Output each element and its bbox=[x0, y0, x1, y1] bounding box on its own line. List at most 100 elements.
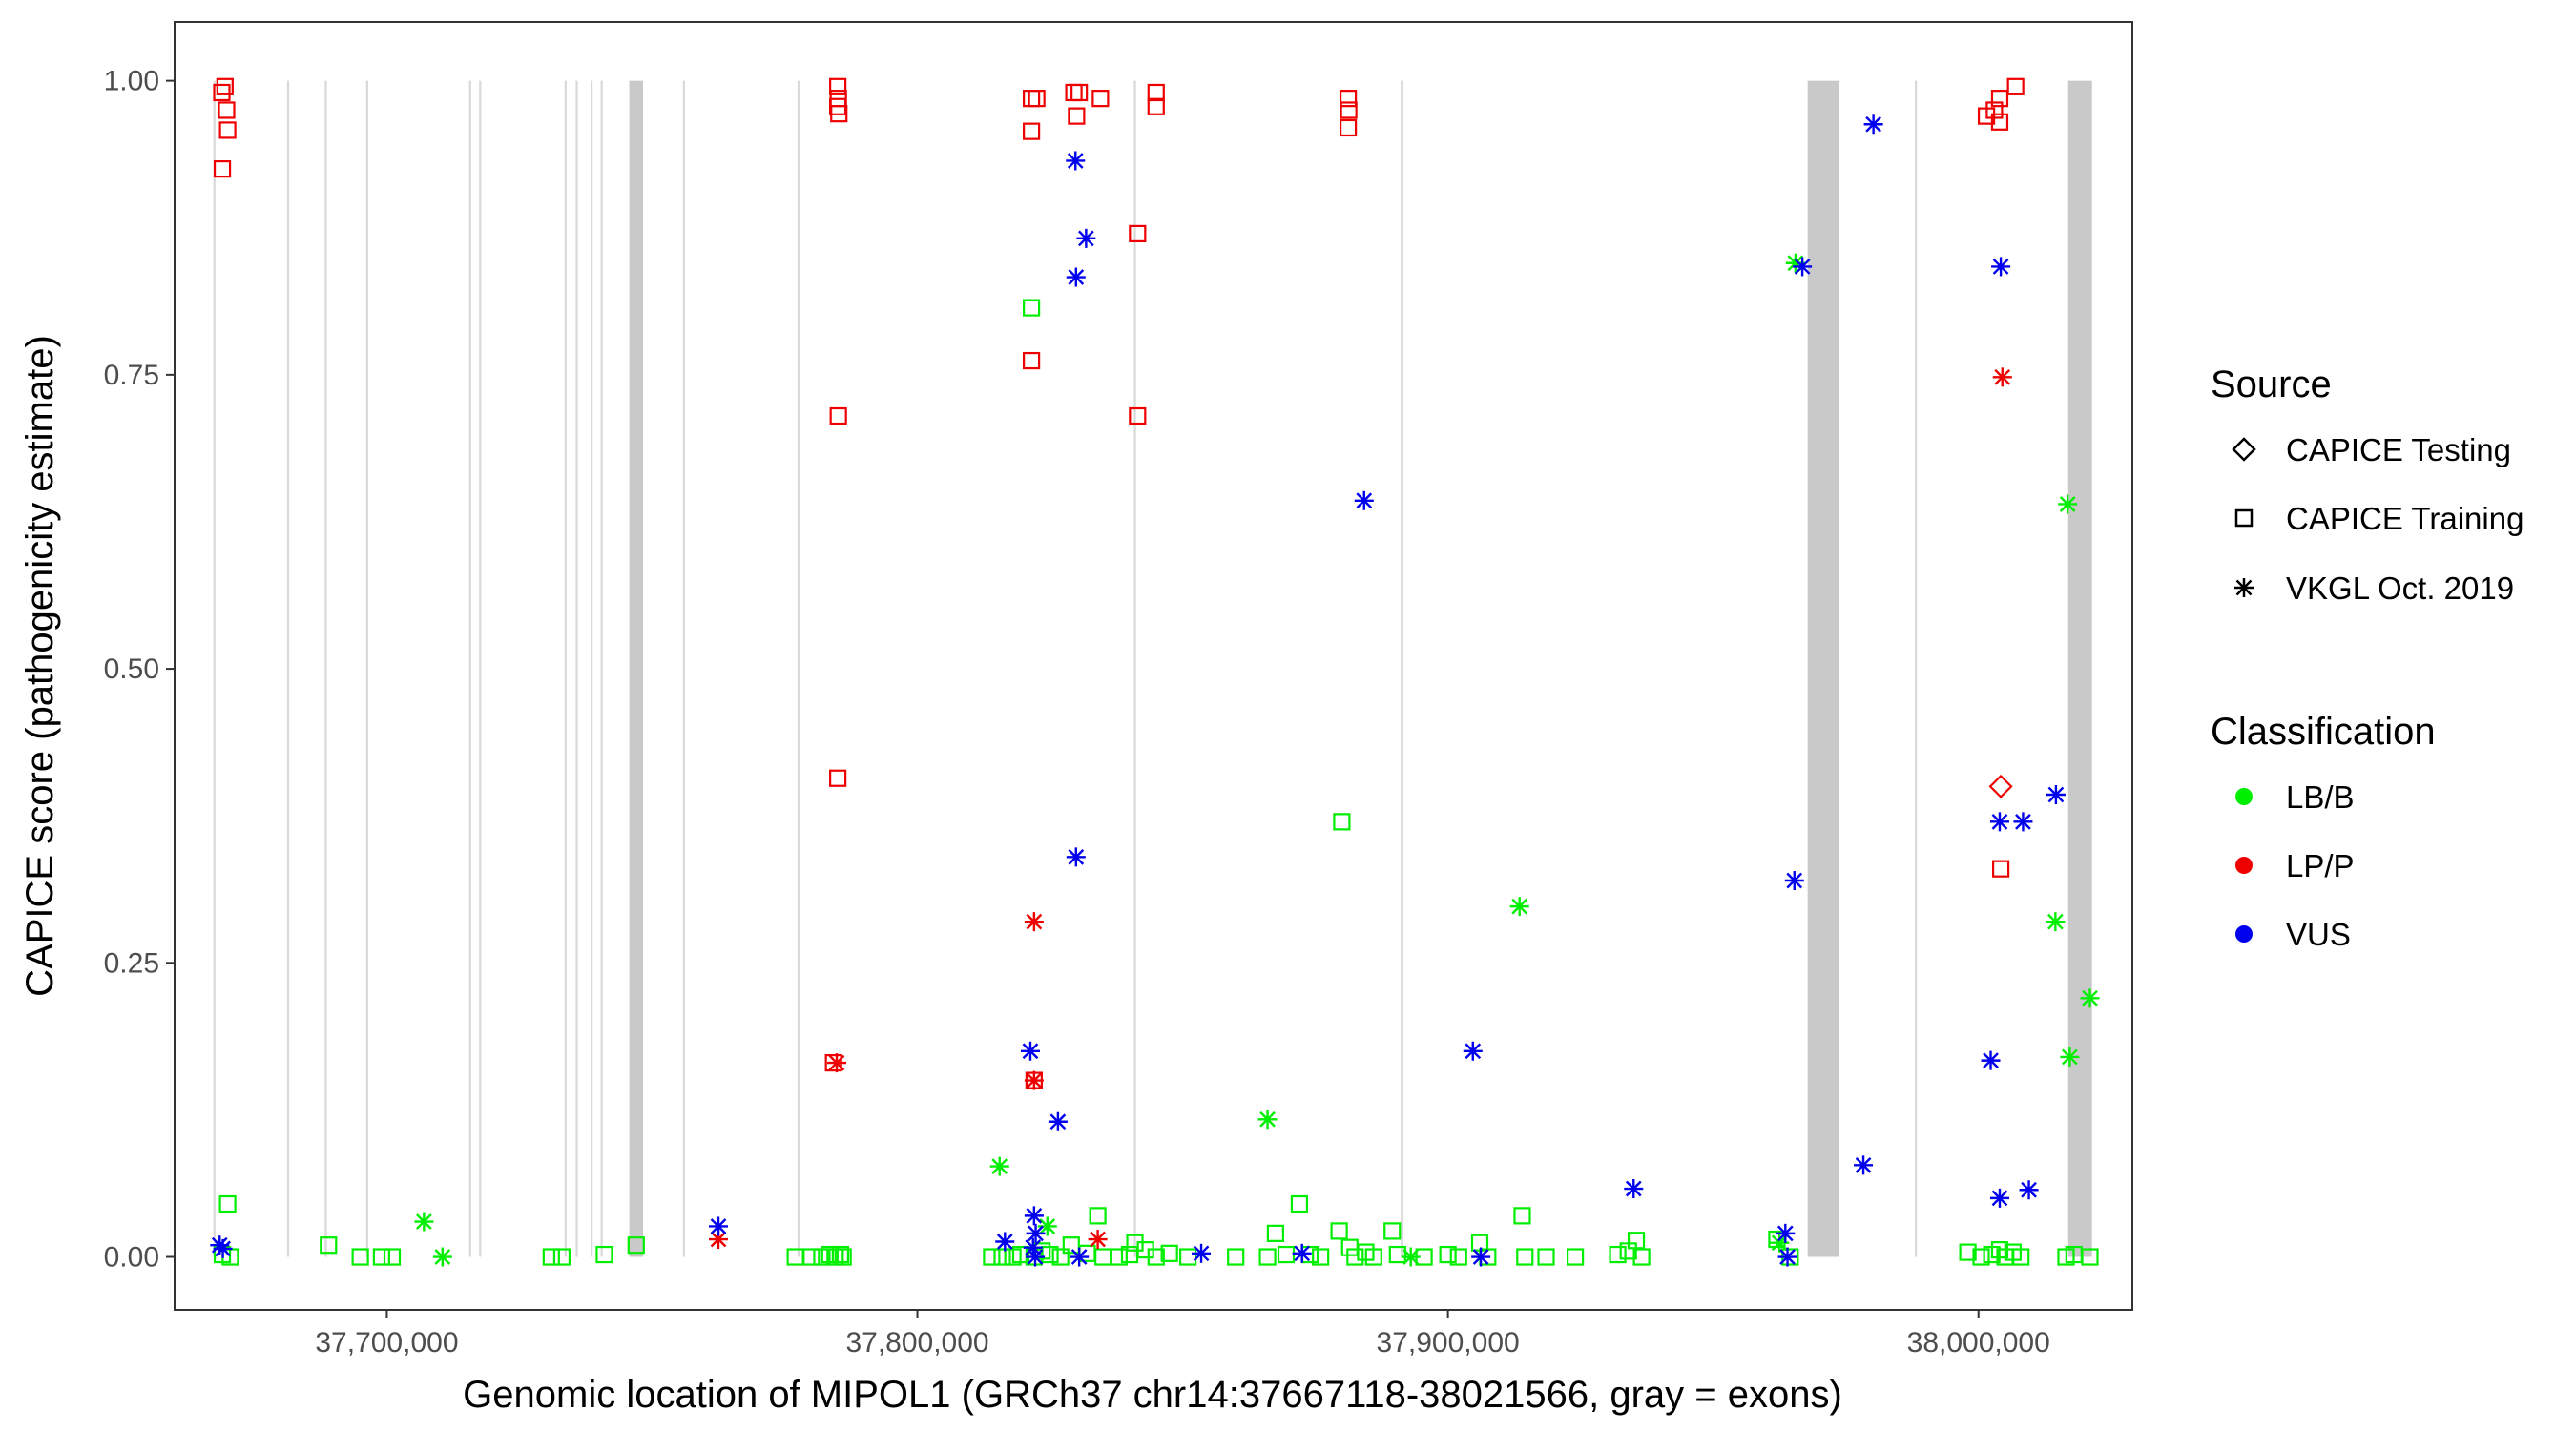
point-vkgl-vus bbox=[1854, 1155, 1874, 1175]
point-vkgl-vus bbox=[213, 1238, 233, 1258]
point-vkgl-vus bbox=[1471, 1247, 1491, 1267]
point-vkgl-lbb bbox=[1037, 1216, 1057, 1236]
point-training-lbb bbox=[1449, 1248, 1467, 1266]
point-training-lbb bbox=[1110, 1248, 1128, 1266]
point-vkgl-lbb bbox=[432, 1247, 452, 1267]
point-training-lbb bbox=[1383, 1222, 1402, 1240]
exon-band bbox=[324, 80, 327, 1257]
legend-label-lpp: LP/P bbox=[2286, 848, 2355, 883]
point-vkgl-vus bbox=[1989, 812, 2009, 832]
point-training-lbb bbox=[1333, 813, 1351, 831]
point-training-lbb bbox=[1094, 1248, 1112, 1266]
exon-band bbox=[213, 80, 216, 1257]
point-vkgl-vus bbox=[1793, 257, 1813, 277]
point-training-lpp bbox=[1990, 113, 2009, 131]
point-training-lbb bbox=[1330, 1222, 1348, 1240]
point-vkgl-vus bbox=[1066, 847, 1086, 867]
point-training-lbb bbox=[218, 1194, 237, 1213]
square-icon bbox=[2234, 508, 2254, 528]
exon-band bbox=[1133, 80, 1136, 1257]
point-vkgl-lbb bbox=[2080, 988, 2100, 1008]
exon-band bbox=[365, 80, 368, 1257]
point-training-lbb bbox=[1388, 1245, 1406, 1264]
point-vkgl-vus bbox=[1023, 1237, 1043, 1257]
legend-label-vus: VUS bbox=[2286, 917, 2351, 952]
point-training-lbb bbox=[1439, 1245, 1457, 1264]
point-training-lbb bbox=[1609, 1245, 1627, 1264]
point-training-lbb bbox=[983, 1248, 1001, 1266]
exon-band bbox=[629, 80, 644, 1257]
point-vkgl-vus bbox=[1026, 1223, 1046, 1243]
y-axis: 0.00 0.25 0.50 0.75 1.00 bbox=[104, 66, 175, 1274]
point-training-lbb bbox=[1062, 1236, 1080, 1255]
point-training-lbb bbox=[1537, 1248, 1555, 1266]
x-tick-label: 38,000,000 bbox=[1907, 1327, 2050, 1358]
point-training-lbb bbox=[383, 1248, 402, 1266]
point-vkgl-lpp bbox=[1088, 1230, 1108, 1250]
point-training-lbb bbox=[2081, 1248, 2099, 1266]
point-training-lbb bbox=[993, 1248, 1011, 1266]
point-training-lpp bbox=[1147, 97, 1165, 115]
point-training-lpp bbox=[1091, 90, 1110, 108]
point-training-lbb bbox=[821, 1245, 839, 1264]
data-points bbox=[210, 77, 2100, 1267]
point-training-lbb bbox=[1051, 1248, 1070, 1266]
point-training-lpp bbox=[1129, 224, 1147, 243]
point-training-lpp bbox=[1339, 118, 1358, 137]
x-tick-label: 37,900,000 bbox=[1377, 1327, 1520, 1358]
legend-key-capice-testing bbox=[2232, 437, 2256, 462]
point-vkgl-vus bbox=[1463, 1041, 1483, 1061]
point-vkgl-lbb bbox=[2060, 1047, 2080, 1067]
point-training-lpp bbox=[830, 105, 848, 123]
point-vkgl-vus bbox=[2046, 785, 2066, 804]
exon-band bbox=[479, 80, 482, 1257]
point-training-lpp bbox=[218, 121, 237, 139]
point-training-lpp bbox=[2006, 77, 2025, 95]
exon-band bbox=[797, 80, 800, 1257]
legend-source: Source CAPICE Testing CAPICE Training VK… bbox=[2211, 363, 2524, 606]
point-training-lbb bbox=[1041, 1245, 1059, 1264]
legend-label-lbb: LB/B bbox=[2286, 779, 2355, 815]
point-vkgl-lbb bbox=[414, 1212, 434, 1232]
point-training-lbb bbox=[542, 1248, 560, 1266]
x-tick-label: 37,700,000 bbox=[315, 1327, 458, 1358]
point-training-lpp bbox=[218, 101, 236, 119]
point-vkgl-lpp bbox=[1024, 912, 1044, 932]
diamond-icon bbox=[2232, 437, 2256, 462]
exon-bands bbox=[213, 80, 2092, 1257]
point-training-lbb bbox=[1627, 1232, 1646, 1250]
point-training-lpp bbox=[1022, 90, 1041, 108]
y-tick-label: 0.50 bbox=[104, 653, 159, 685]
point-vkgl-vus bbox=[995, 1232, 1015, 1252]
point-training-lbb bbox=[627, 1236, 645, 1255]
point-vkgl-vus bbox=[1076, 228, 1096, 248]
plot-panel bbox=[174, 21, 2133, 1311]
point-training-lbb bbox=[1227, 1248, 1245, 1266]
point-vkgl-lpp bbox=[827, 1053, 847, 1073]
legend-dot-lbb bbox=[2235, 788, 2253, 805]
point-training-lpp bbox=[1065, 83, 1083, 102]
legend-classification-title: Classification bbox=[2211, 711, 2436, 753]
point-vkgl-vus bbox=[1292, 1243, 1312, 1263]
point-training-lbb bbox=[1364, 1248, 1382, 1266]
legend-key-capice-training bbox=[2234, 508, 2254, 528]
x-axis: 37,700,000 37,800,000 37,900,000 38,000,000 bbox=[315, 1310, 2050, 1358]
point-training-lbb bbox=[2012, 1248, 2030, 1266]
point-training-lbb bbox=[1266, 1224, 1285, 1242]
point-training-lpp bbox=[1990, 90, 2009, 108]
point-training-lbb bbox=[1160, 1244, 1178, 1262]
point-vkgl-lbb bbox=[1257, 1110, 1278, 1130]
point-vkgl-vus bbox=[1776, 1223, 1796, 1243]
point-training-lbb bbox=[552, 1248, 571, 1266]
y-tick-label: 0.00 bbox=[104, 1242, 159, 1274]
point-training-lbb bbox=[595, 1245, 613, 1264]
point-vkgl-vus bbox=[2013, 812, 2033, 832]
point-vkgl-lbb bbox=[1509, 897, 1529, 917]
y-axis-title: CAPICE score (pathogenicity estimate) bbox=[19, 335, 61, 997]
point-vkgl-vus bbox=[1989, 1188, 2009, 1208]
exon-band bbox=[590, 80, 593, 1257]
point-vkgl-lbb bbox=[2046, 912, 2066, 932]
point-training-lbb bbox=[1972, 1248, 1990, 1266]
point-training-lbb bbox=[834, 1248, 852, 1266]
